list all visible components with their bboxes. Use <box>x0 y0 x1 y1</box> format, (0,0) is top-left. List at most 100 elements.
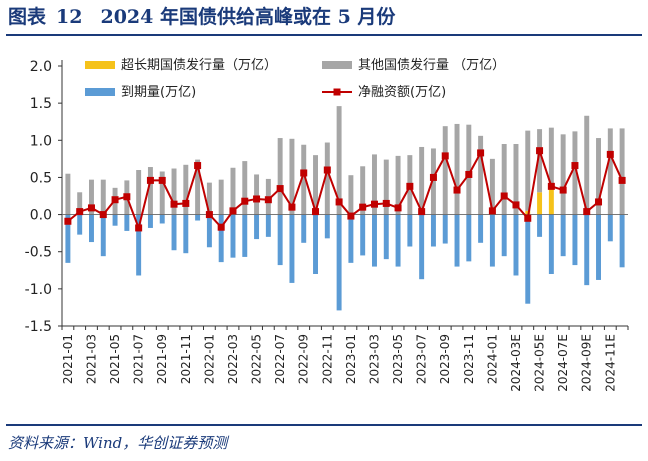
bar-other-bond <box>584 115 590 215</box>
bar-other-bond <box>277 138 283 215</box>
bar-other-bond <box>607 128 613 215</box>
legend-label: 净融资额(万亿) <box>358 85 446 100</box>
bar-maturity <box>65 214 71 263</box>
bar-other-bond <box>254 174 260 215</box>
bar-maturity <box>372 214 377 267</box>
net-financing-point <box>370 200 378 208</box>
net-financing-point <box>488 207 496 215</box>
net-financing-point <box>276 185 284 193</box>
bar-maturity <box>265 214 271 237</box>
bar-other-bond <box>289 138 295 215</box>
net-financing-point <box>158 176 166 184</box>
legend-swatch <box>85 61 115 69</box>
net-financing-point <box>382 199 390 207</box>
y-tick-label: 2.0 <box>30 59 52 75</box>
x-tick-label: 2022-09 <box>297 334 311 384</box>
bar-other-bond <box>572 131 578 215</box>
net-financing-point <box>146 176 154 184</box>
bar-maturity <box>147 214 153 228</box>
bar-other-bond <box>348 175 354 215</box>
legend-label: 超长期国债发行量（万亿） <box>121 57 277 73</box>
x-tick-label: 2021-01 <box>61 334 75 384</box>
y-tick-label: 0.5 <box>30 170 52 186</box>
bar-other-bond <box>525 130 531 211</box>
y-tick-label: 1.5 <box>30 96 52 112</box>
bar-maturity <box>336 214 342 311</box>
net-financing-point <box>418 208 426 216</box>
x-tick-label: 2024-01 <box>485 334 499 384</box>
bar-maturity <box>430 214 436 247</box>
bar-other-bond <box>372 154 377 215</box>
bar-other-bond <box>466 124 472 215</box>
bar-maturity <box>89 214 94 243</box>
x-tick-label: 2022-01 <box>202 334 216 384</box>
axes-layer: 2.0 1.5 1.0 0.5 0.0 -0.5 -1.0 -1.5 2021-01 2021-0… <box>25 59 629 392</box>
legend-label: 其他国债发行量 （万亿） <box>358 57 505 73</box>
bar-maturity <box>596 214 601 280</box>
bar-maturity <box>277 214 283 266</box>
net-financing-point <box>465 170 473 178</box>
bar-other-bond <box>383 159 389 215</box>
net-financing-point <box>477 149 485 157</box>
bar-other-bond <box>89 179 94 215</box>
x-tick-label: 2023-09 <box>438 334 452 384</box>
bar-maturity <box>560 214 566 257</box>
bar-other-bond <box>548 127 554 189</box>
bar-maturity <box>607 214 613 242</box>
net-financing-point <box>194 162 202 170</box>
bar-other-bond <box>395 155 401 215</box>
net-financing-point <box>335 198 343 206</box>
net-financing-point <box>253 195 261 203</box>
net-financing-point <box>536 147 544 155</box>
figure-number: 12 <box>56 6 83 28</box>
bar-other-bond <box>313 155 318 215</box>
net-financing-point <box>583 208 591 216</box>
bar-maturity <box>572 214 578 266</box>
bar-other-bond <box>596 138 601 215</box>
bar-other-bond <box>195 159 201 215</box>
chart: 2.0 1.5 1.0 0.5 0.0 -0.5 -1.0 -1.5 2021-01 2021-0… <box>25 57 629 392</box>
x-tick-label: 2021-09 <box>155 334 169 384</box>
legend-swatch <box>85 88 115 96</box>
figure-source: 资料来源：Wind，华创证券预测 <box>8 434 228 452</box>
x-tick-label: 2024-09E <box>580 334 594 392</box>
bar-other-bond <box>537 129 543 193</box>
net-financing-point <box>441 152 449 160</box>
bar-maturity <box>619 214 625 268</box>
figure-label: 图表 <box>8 6 47 28</box>
bar-maturity <box>183 214 189 254</box>
net-financing-line-layer <box>64 147 626 232</box>
bar-other-bond <box>419 146 425 215</box>
bar-maturity <box>324 214 330 239</box>
bar-maturity <box>348 214 354 263</box>
bar-other-bond <box>77 192 83 215</box>
y-tick-label: -1.5 <box>25 319 52 335</box>
x-tick-label: 2022-11 <box>320 334 334 384</box>
bar-maturity <box>466 214 472 262</box>
bar-maturity <box>289 214 295 283</box>
net-financing-point <box>323 166 331 174</box>
bar-other-bond <box>360 166 366 215</box>
y-tick-label: 0.0 <box>30 208 52 224</box>
bar-maturity <box>419 214 425 280</box>
bar-other-bond <box>478 135 484 215</box>
bar-maturity <box>301 214 307 243</box>
bar-maturity <box>442 214 448 244</box>
x-tick-label: 2024-11E <box>603 334 617 392</box>
x-tick-label: 2022-03 <box>226 334 240 384</box>
bar-other-bond <box>218 179 224 215</box>
bar-maturity <box>218 214 224 263</box>
net-financing-point <box>347 212 355 220</box>
bar-other-bond <box>442 126 448 215</box>
bar-other-bond <box>230 167 236 215</box>
bar-maturity <box>77 214 83 235</box>
net-financing-point <box>394 204 402 212</box>
source-rule <box>6 424 642 426</box>
net-financing-point <box>205 211 213 219</box>
net-financing-point <box>135 224 143 232</box>
net-financing-point <box>606 150 614 158</box>
bar-super-long-bond <box>548 188 554 215</box>
bar-super-long-bond <box>537 192 543 215</box>
title-rule <box>6 34 642 36</box>
bar-maturity <box>513 214 519 276</box>
